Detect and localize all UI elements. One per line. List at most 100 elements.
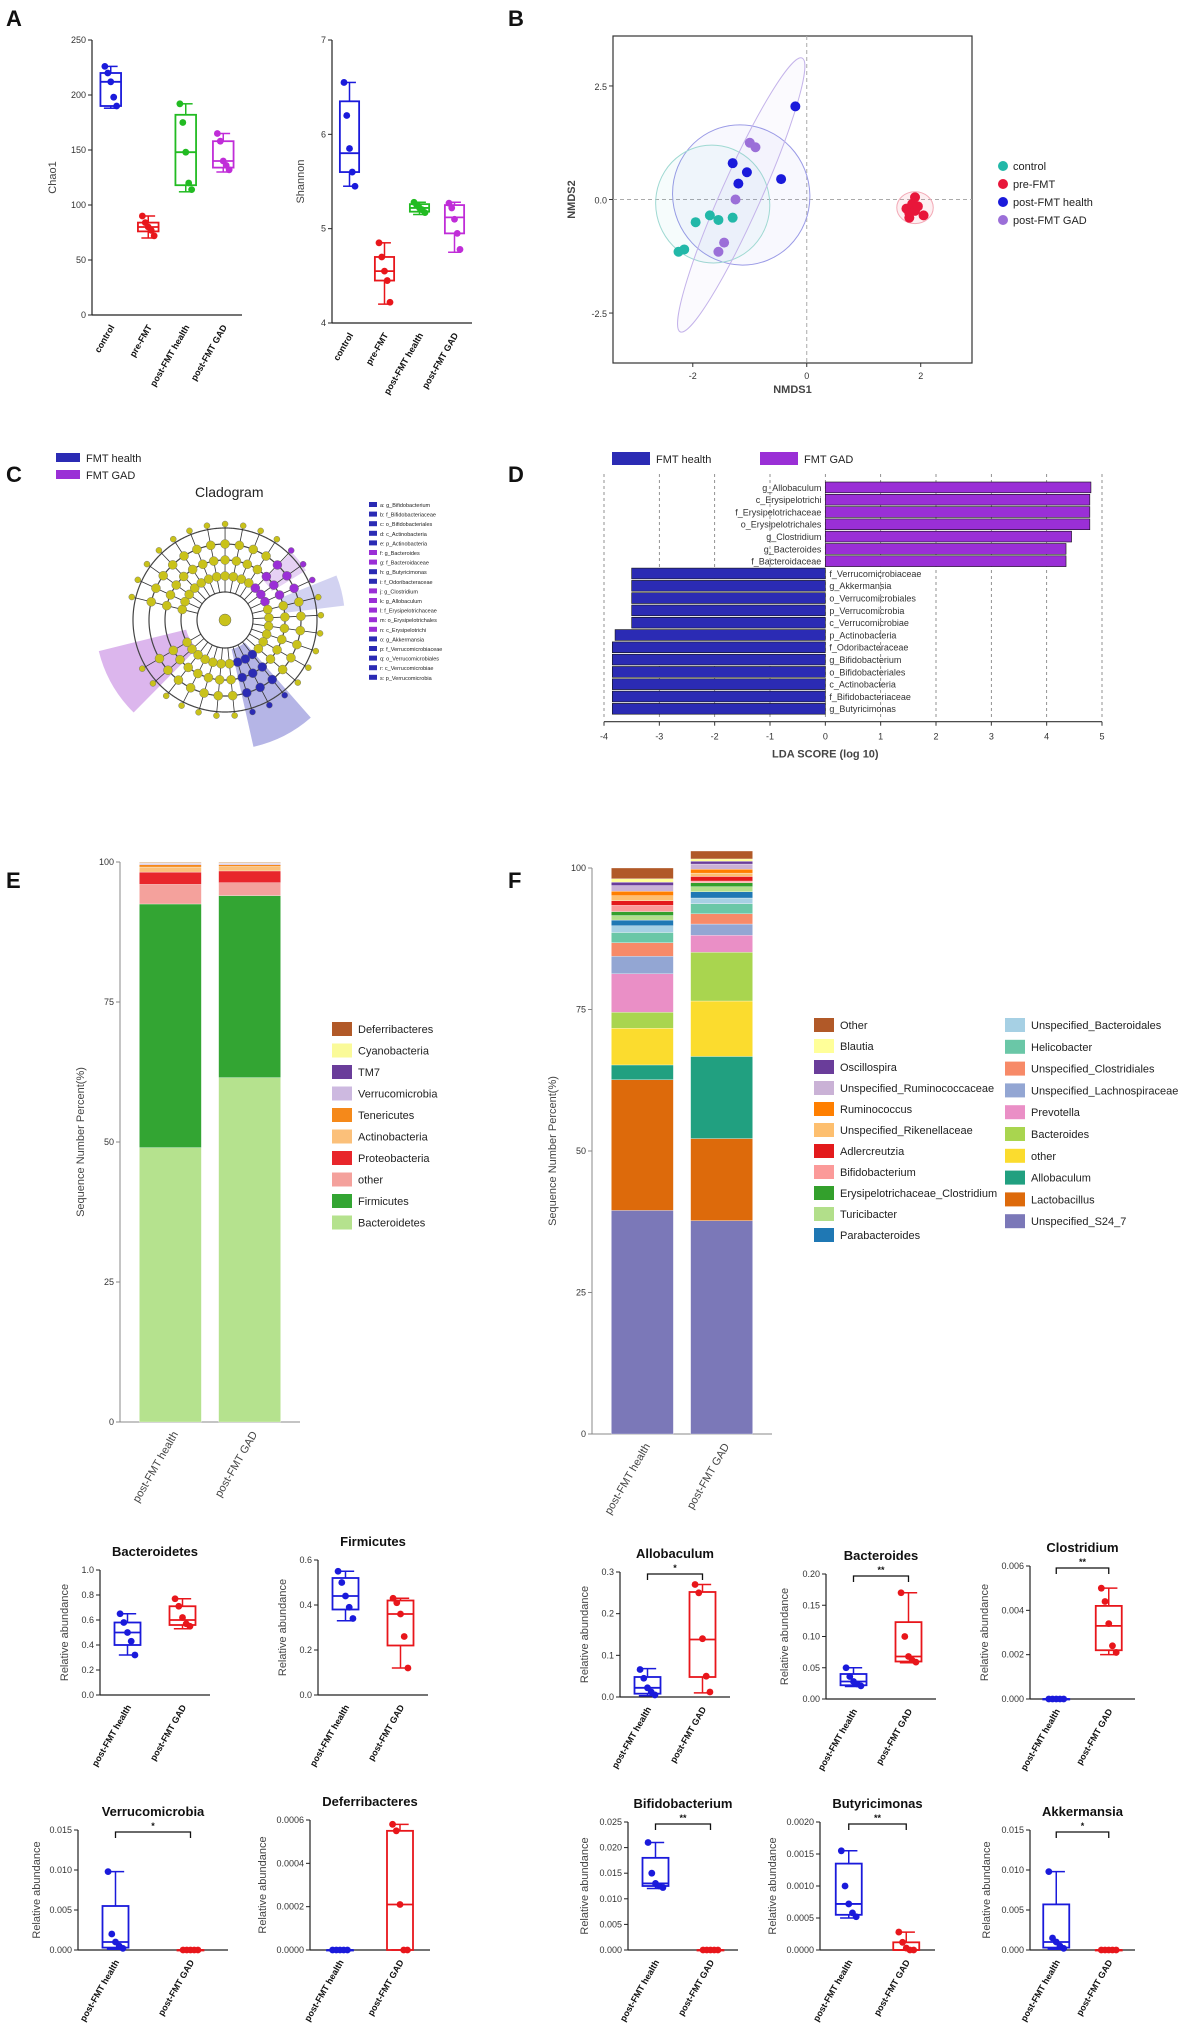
box (174, 113, 197, 187)
clado-key-label: a: g_Bifidobacterium (380, 503, 431, 509)
category-label: post-FMT GAD (1074, 1958, 1114, 2018)
x-tick-label: 2 (933, 732, 938, 742)
data-point (113, 102, 121, 110)
data-point (116, 1610, 124, 1618)
ellipse-gad (677, 57, 806, 333)
legend-label: Bacteroidetes (358, 1218, 426, 1230)
clade-node (149, 680, 157, 687)
legend-swatch (814, 1144, 834, 1158)
stack-segment (611, 900, 674, 906)
significance-mark: * (151, 1821, 155, 1831)
y-tick-label: 0.00 (802, 1694, 820, 1704)
clade-node (167, 560, 178, 570)
clade-node (196, 578, 206, 588)
category-label: post-FMT GAD (668, 1705, 708, 1765)
legend-label: Bifidobacterium (840, 1167, 916, 1179)
clado-key-label: i: f_Odoribacteraceae (380, 580, 433, 586)
data-point (194, 1946, 202, 1954)
clade-node (231, 556, 242, 566)
clade-node (163, 692, 170, 700)
clade-node (198, 559, 208, 569)
stack-segment (611, 932, 674, 943)
y-tick-label: 6 (321, 129, 326, 139)
y-tick-label: 0.000 (1001, 1694, 1024, 1704)
clade-node (261, 571, 272, 582)
cladogram-key: a: g_Bifidobacterium b: f_Bifidobacteriac… (369, 502, 442, 682)
bar-label: o_Erysipelotrichales (741, 520, 822, 530)
clade-node (209, 556, 219, 566)
x-tick-label: 5 (1099, 732, 1104, 742)
clade-node (154, 653, 165, 664)
stack-segment (218, 870, 281, 883)
clade-node (224, 659, 235, 669)
data-point (404, 1664, 412, 1672)
lda-bar (825, 555, 1067, 567)
data-point (378, 253, 386, 261)
legend-swatch (814, 1165, 834, 1179)
clade-node (177, 604, 187, 615)
box (99, 72, 122, 107)
legend-swatch (814, 1102, 834, 1116)
y-tick-label: 0.010 (1001, 1865, 1024, 1875)
y-tick-label: 0.0000 (786, 1945, 814, 1955)
stack-segment (690, 935, 753, 953)
data-point (338, 1579, 346, 1586)
category-label: post-FMT health (610, 1705, 653, 1770)
stack-segment (611, 956, 674, 974)
clade-node (286, 653, 296, 663)
clade-node (267, 674, 277, 685)
clade-node (220, 539, 230, 549)
clado-key-swatch (369, 636, 377, 642)
clade-node (178, 702, 185, 709)
data-point (456, 246, 464, 253)
clade-node (155, 547, 163, 554)
y-axis-label: NMDS2 (566, 180, 578, 219)
stack-segment (218, 1077, 281, 1423)
y-tick-label: 1.0 (81, 1565, 94, 1575)
legend-label: post-FMT health (1013, 197, 1093, 209)
stack-segment (139, 866, 202, 873)
lda-bar (825, 506, 1091, 518)
y-axis-label: Relative abundance (31, 1841, 43, 1938)
data-point (334, 1567, 342, 1575)
y-tick-label: 0.015 (1001, 1825, 1024, 1835)
category-label: post-FMT GAD (874, 1707, 914, 1767)
clade-node (272, 645, 282, 655)
clado-key-label: q: o_Verrucomicrobiales (380, 657, 439, 663)
clado-key-swatch (369, 674, 377, 680)
data-point (1045, 1868, 1053, 1875)
clade-node (193, 668, 203, 679)
clado-key-label: d: c_Actinobacteria (380, 532, 428, 538)
panel-label-b: B (508, 6, 524, 31)
legend-swatch (814, 1060, 834, 1074)
clade-node (292, 639, 302, 650)
data-point (837, 1847, 845, 1855)
x-tick-label: -1 (766, 732, 774, 742)
y-tick-label: 0.015 (49, 1825, 72, 1835)
bar-label: f_Odoribacteraceae (829, 643, 908, 653)
bar-label: g_Allobaculum (762, 483, 821, 493)
bar-label: f_Verrucomicrobiaceae (829, 569, 921, 579)
data-point (910, 1946, 918, 1954)
chart-title: Akkermansia (1042, 1804, 1124, 1819)
panel-label-d: D (508, 462, 524, 487)
y-tick-label: 100 (71, 200, 86, 210)
stack-segment (690, 861, 753, 865)
clade-node (213, 712, 220, 719)
clade-node (173, 675, 184, 685)
clade-node (289, 583, 299, 594)
chart-title: Firmicutes (340, 1534, 406, 1549)
lda-bar (614, 629, 826, 641)
clade-node (171, 580, 181, 590)
stack-segment (611, 885, 674, 892)
boxplot-g6: 0.000 0.005 0.010 0.015 Relative abundance Ve… (31, 1804, 228, 2023)
legend-label: Lactobacillus (1031, 1194, 1095, 1206)
clade-node (317, 612, 325, 619)
clade-node (248, 668, 258, 678)
data-point (841, 1882, 849, 1890)
bar-label: p_Actinobacteria (829, 630, 896, 640)
legend-swatch (814, 1081, 834, 1095)
legend-label: other (358, 1175, 383, 1187)
category-label: post-FMT GAD (156, 1958, 196, 2018)
box (331, 1577, 360, 1611)
